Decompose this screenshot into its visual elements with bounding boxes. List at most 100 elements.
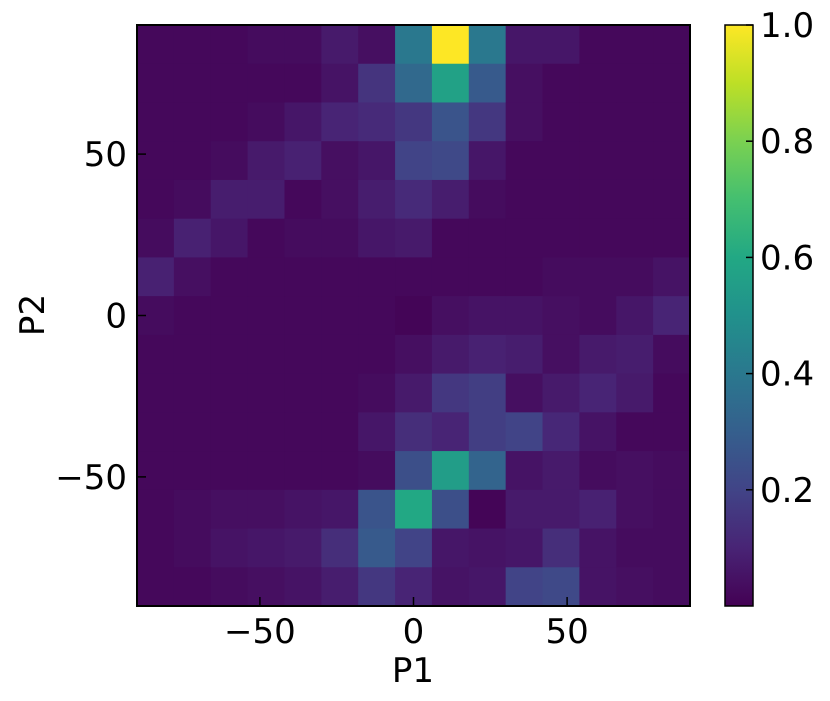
- heatmap-cell: [358, 63, 396, 104]
- heatmap-cell: [395, 412, 433, 452]
- heatmap-cell: [616, 412, 654, 452]
- heatmap-cell: [210, 25, 249, 65]
- heatmap-cell: [137, 257, 175, 297]
- heatmap-cell: [247, 63, 286, 104]
- heatmap-cell: [321, 334, 359, 375]
- heatmap-cell: [653, 373, 691, 413]
- heatmap-cell: [616, 102, 654, 142]
- heatmap-cell: [284, 373, 322, 413]
- heatmap-cells: [137, 25, 691, 607]
- heatmap-cell: [653, 567, 691, 607]
- heatmap-cell: [579, 257, 617, 297]
- heatmap-cell: [210, 528, 249, 568]
- heatmap-cell: [542, 451, 580, 491]
- heatmap-cell: [542, 373, 580, 413]
- heatmap-cell: [358, 141, 396, 181]
- heatmap-cell: [321, 373, 359, 413]
- heatmap-cell: [542, 257, 580, 297]
- heatmap-cell: [653, 334, 691, 375]
- heatmap-cell: [579, 179, 617, 220]
- heatmap-cell: [431, 102, 470, 142]
- heatmap-cell: [431, 528, 470, 568]
- heatmap-cell: [321, 296, 359, 336]
- heatmap-cell: [653, 179, 691, 220]
- heatmap-cell: [395, 451, 433, 491]
- x-axis-label: P1: [392, 651, 434, 691]
- heatmap-cell: [358, 412, 396, 452]
- heatmap-cell: [210, 451, 249, 491]
- heatmap-cell: [653, 489, 691, 530]
- heatmap-cell: [468, 412, 507, 452]
- heatmap-cell: [358, 296, 396, 336]
- heatmap-cell: [173, 25, 212, 65]
- heatmap-cell: [173, 63, 212, 104]
- colorbar-tick-label: 0.2: [760, 471, 814, 511]
- heatmap-cell: [284, 334, 322, 375]
- heatmap-cell: [321, 567, 359, 607]
- heatmap-cell: [505, 451, 544, 491]
- heatmap-cell: [542, 567, 580, 607]
- heatmap-cell: [505, 373, 544, 413]
- heatmap-cell: [321, 257, 359, 297]
- heatmap-cell: [358, 179, 396, 220]
- colorbar-tick-label: 0.4: [760, 355, 814, 395]
- heatmap-cell: [358, 373, 396, 413]
- heatmap-cell: [505, 25, 544, 65]
- heatmap-cell: [616, 257, 654, 297]
- heatmap-cell: [210, 334, 249, 375]
- heatmap-cell: [247, 102, 286, 142]
- heatmap-cell: [468, 218, 507, 258]
- heatmap-cell: [579, 25, 617, 65]
- y-axis-ticks: −50 0 50: [55, 135, 146, 498]
- heatmap-cell: [137, 102, 175, 142]
- heatmap-cell: [616, 334, 654, 375]
- heatmap-cell: [284, 25, 322, 65]
- heatmap-cell: [395, 218, 433, 258]
- heatmap-cell: [616, 489, 654, 530]
- colorbar-ticks: 0.2 0.4 0.6 0.8 1.0: [746, 6, 814, 511]
- heatmap-cell: [321, 102, 359, 142]
- heatmap-cell: [616, 296, 654, 336]
- heatmap-cell: [505, 63, 544, 104]
- heatmap-cell: [653, 296, 691, 336]
- heatmap-cell: [579, 218, 617, 258]
- heatmap-cell: [542, 141, 580, 181]
- heatmap-cell: [505, 412, 544, 452]
- heatmap-cell: [653, 141, 691, 181]
- heatmap-cell: [579, 528, 617, 568]
- heatmap-cell: [321, 412, 359, 452]
- heatmap-cell: [579, 296, 617, 336]
- heatmap-cell: [210, 141, 249, 181]
- heatmap-cell: [137, 528, 175, 568]
- x-tick-label: 50: [545, 612, 588, 652]
- heatmap-cell: [616, 63, 654, 104]
- heatmap-cell: [505, 141, 544, 181]
- y-tick-label: 0: [105, 297, 127, 337]
- heatmap-cell: [358, 489, 396, 530]
- heatmap-cell: [468, 334, 507, 375]
- heatmap-cell: [247, 489, 286, 530]
- heatmap-cell: [653, 63, 691, 104]
- heatmap-cell: [358, 334, 396, 375]
- heatmap-cell: [321, 25, 359, 65]
- heatmap-cell: [653, 218, 691, 258]
- heatmap-cell: [173, 489, 212, 530]
- colorbar-tick-label: 0.8: [760, 122, 814, 162]
- heatmap-cell: [321, 218, 359, 258]
- heatmap-cell: [579, 373, 617, 413]
- heatmap-cell: [358, 257, 396, 297]
- heatmap-cell: [395, 528, 433, 568]
- heatmap-cell: [431, 373, 470, 413]
- heatmap-cell: [468, 257, 507, 297]
- heatmap-cell: [284, 451, 322, 491]
- heatmap-cell: [247, 179, 286, 220]
- heatmap-cell: [173, 412, 212, 452]
- heatmap-cell: [358, 451, 396, 491]
- heatmap-cell: [173, 257, 212, 297]
- heatmap-cell: [653, 451, 691, 491]
- x-tick-label: 0: [403, 612, 425, 652]
- heatmap-cell: [431, 412, 470, 452]
- heatmap-cell: [542, 334, 580, 375]
- heatmap-cell: [284, 218, 322, 258]
- heatmap-cell: [616, 141, 654, 181]
